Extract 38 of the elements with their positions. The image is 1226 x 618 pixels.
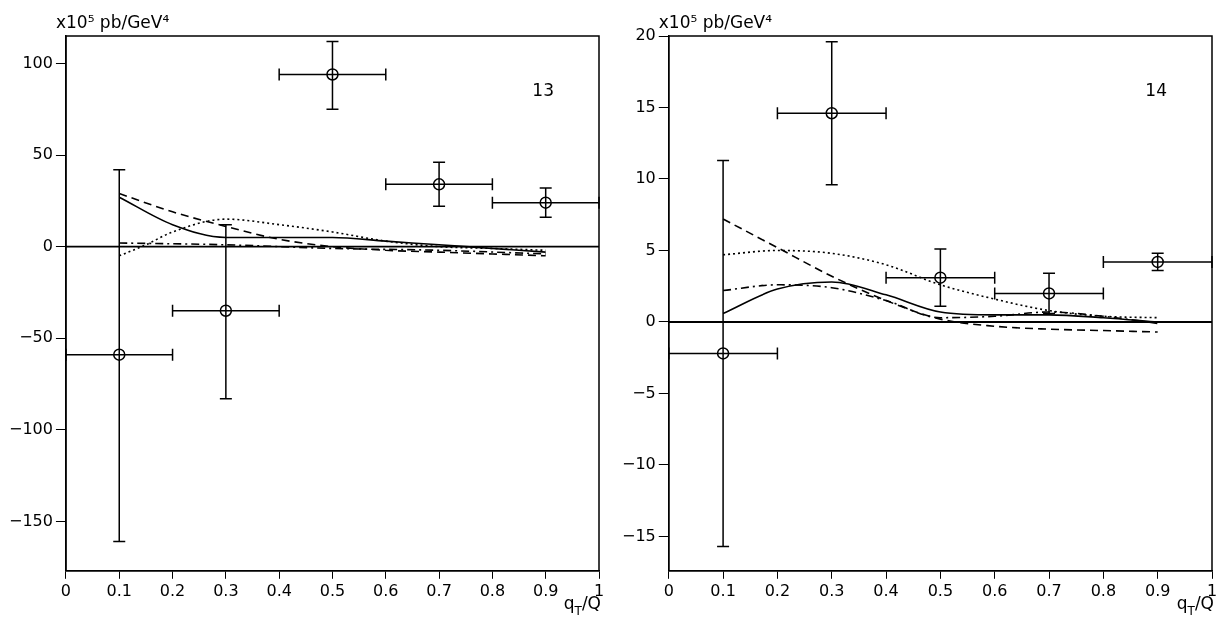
- x-tick-label: 0.3: [819, 580, 845, 600]
- x-tick-label: 0.8: [1090, 580, 1117, 600]
- y-tick-label: 50: [32, 144, 53, 164]
- x-tick-label: 0.7: [1036, 580, 1062, 600]
- x-tick-label: 0.6: [373, 580, 399, 600]
- y-tick-label: 15: [635, 96, 656, 116]
- y-tick-label: −15: [622, 525, 656, 545]
- y-tick-label: −100: [8, 418, 53, 438]
- x-tick-label: 0.2: [159, 580, 186, 600]
- annotation: 14: [1145, 80, 1168, 100]
- x-tick-label: 0.1: [106, 580, 132, 600]
- y-tick-label: 10: [635, 168, 656, 188]
- y-axis-title: x10⁵ pb/GeV⁴: [55, 12, 170, 32]
- y-tick-label: −5: [632, 382, 656, 402]
- x-tick-label: 0.4: [266, 580, 292, 600]
- y-tick-label: 0: [645, 311, 656, 331]
- y-tick-label: −150: [8, 510, 53, 530]
- y-tick-label: −50: [19, 327, 53, 347]
- x-tick-label: 0.7: [426, 580, 452, 600]
- y-tick-label: 0: [42, 235, 53, 255]
- x-tick-label: 0.4: [873, 580, 899, 600]
- y-tick-label: 100: [22, 52, 53, 72]
- y-tick-label: 20: [635, 25, 656, 45]
- x-tick-label: 0.3: [213, 580, 239, 600]
- x-tick-label: 0.9: [532, 580, 559, 600]
- y-tick-label: −10: [622, 454, 656, 474]
- x-tick-label: 0.2: [764, 580, 791, 600]
- x-tick-label: 0.9: [1144, 580, 1171, 600]
- y-axis-title: x10⁵ pb/GeV⁴: [658, 12, 773, 32]
- x-tick-label: 0.6: [981, 580, 1008, 600]
- y-tick-label: 5: [645, 239, 656, 259]
- x-tick-label: 0: [663, 580, 674, 600]
- annotation: 13: [532, 80, 555, 100]
- x-tick-label: 0.5: [927, 580, 954, 600]
- x-tick-label: 0.5: [319, 580, 346, 600]
- x-tick-label: 0.1: [710, 580, 736, 600]
- x-tick-label: 0: [60, 580, 72, 600]
- x-tick-label: 0.8: [479, 580, 506, 600]
